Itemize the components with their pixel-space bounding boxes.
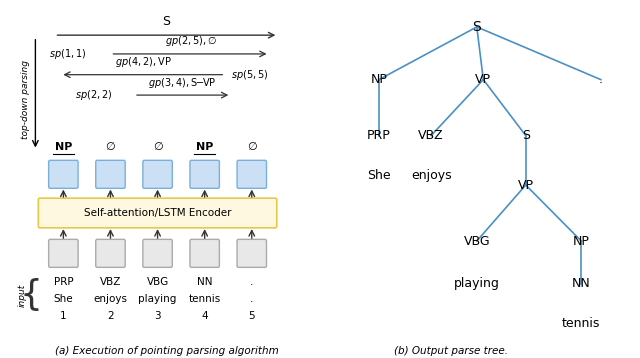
Text: PRP: PRP — [367, 129, 391, 142]
Text: VP: VP — [476, 73, 492, 86]
Text: .: . — [599, 73, 603, 86]
Text: NP: NP — [573, 234, 589, 247]
FancyBboxPatch shape — [190, 160, 220, 188]
Text: 3: 3 — [154, 311, 161, 321]
Text: $gp(4,2),\mathrm{VP}$: $gp(4,2),\mathrm{VP}$ — [115, 55, 171, 69]
FancyBboxPatch shape — [96, 160, 125, 188]
Text: NP: NP — [371, 73, 387, 86]
FancyBboxPatch shape — [143, 160, 172, 188]
Text: S: S — [472, 20, 481, 34]
Text: ∅: ∅ — [106, 142, 115, 152]
FancyBboxPatch shape — [49, 240, 78, 267]
Text: ∅: ∅ — [247, 142, 257, 152]
Text: {: { — [19, 279, 42, 312]
Text: .: . — [250, 277, 253, 287]
Text: $sp(5,5)$: $sp(5,5)$ — [231, 68, 269, 82]
Text: NP: NP — [54, 142, 72, 152]
Text: VBZ: VBZ — [100, 277, 121, 287]
Text: playing: playing — [138, 294, 177, 304]
Text: NN: NN — [197, 277, 212, 287]
FancyBboxPatch shape — [49, 160, 78, 188]
FancyBboxPatch shape — [237, 160, 266, 188]
Text: $sp(1,1)$: $sp(1,1)$ — [49, 47, 86, 61]
Text: ∅: ∅ — [153, 142, 163, 152]
Text: $sp(2,2)$: $sp(2,2)$ — [75, 88, 113, 102]
Text: tennis: tennis — [189, 294, 221, 304]
Text: input: input — [18, 284, 27, 307]
Text: tennis: tennis — [562, 317, 600, 330]
Text: 5: 5 — [248, 311, 255, 321]
Text: VBG: VBG — [463, 234, 490, 247]
Text: $gp(3,4),\mathrm{S\!\!-\!\!VP}$: $gp(3,4),\mathrm{S\!\!-\!\!VP}$ — [148, 76, 217, 90]
Text: VP: VP — [518, 179, 534, 192]
Text: NP: NP — [196, 142, 213, 152]
Text: playing: playing — [454, 277, 500, 290]
FancyBboxPatch shape — [38, 198, 277, 228]
Text: Self-attention/LSTM Encoder: Self-attention/LSTM Encoder — [84, 208, 231, 218]
Text: 1: 1 — [60, 311, 67, 321]
Text: (b) Output parse tree.: (b) Output parse tree. — [394, 347, 508, 357]
Text: enjoys: enjoys — [411, 169, 451, 182]
Text: (a) Execution of pointing parsing algorithm: (a) Execution of pointing parsing algori… — [54, 347, 278, 357]
Text: 4: 4 — [202, 311, 208, 321]
Text: top-down parsing: top-down parsing — [20, 60, 29, 139]
Text: enjoys: enjoys — [93, 294, 127, 304]
Text: NN: NN — [572, 277, 591, 290]
Text: VBG: VBG — [147, 277, 169, 287]
FancyBboxPatch shape — [96, 240, 125, 267]
Text: VBZ: VBZ — [419, 129, 444, 142]
FancyBboxPatch shape — [143, 240, 172, 267]
Text: PRP: PRP — [54, 277, 73, 287]
FancyBboxPatch shape — [237, 240, 266, 267]
Text: S: S — [163, 15, 170, 28]
Text: 2: 2 — [107, 311, 114, 321]
Text: $gp(2,5),\varnothing$: $gp(2,5),\varnothing$ — [165, 34, 218, 48]
FancyBboxPatch shape — [190, 240, 220, 267]
Text: She: She — [367, 169, 390, 182]
Text: She: She — [54, 294, 73, 304]
Text: S: S — [522, 129, 530, 142]
Text: .: . — [250, 294, 253, 304]
